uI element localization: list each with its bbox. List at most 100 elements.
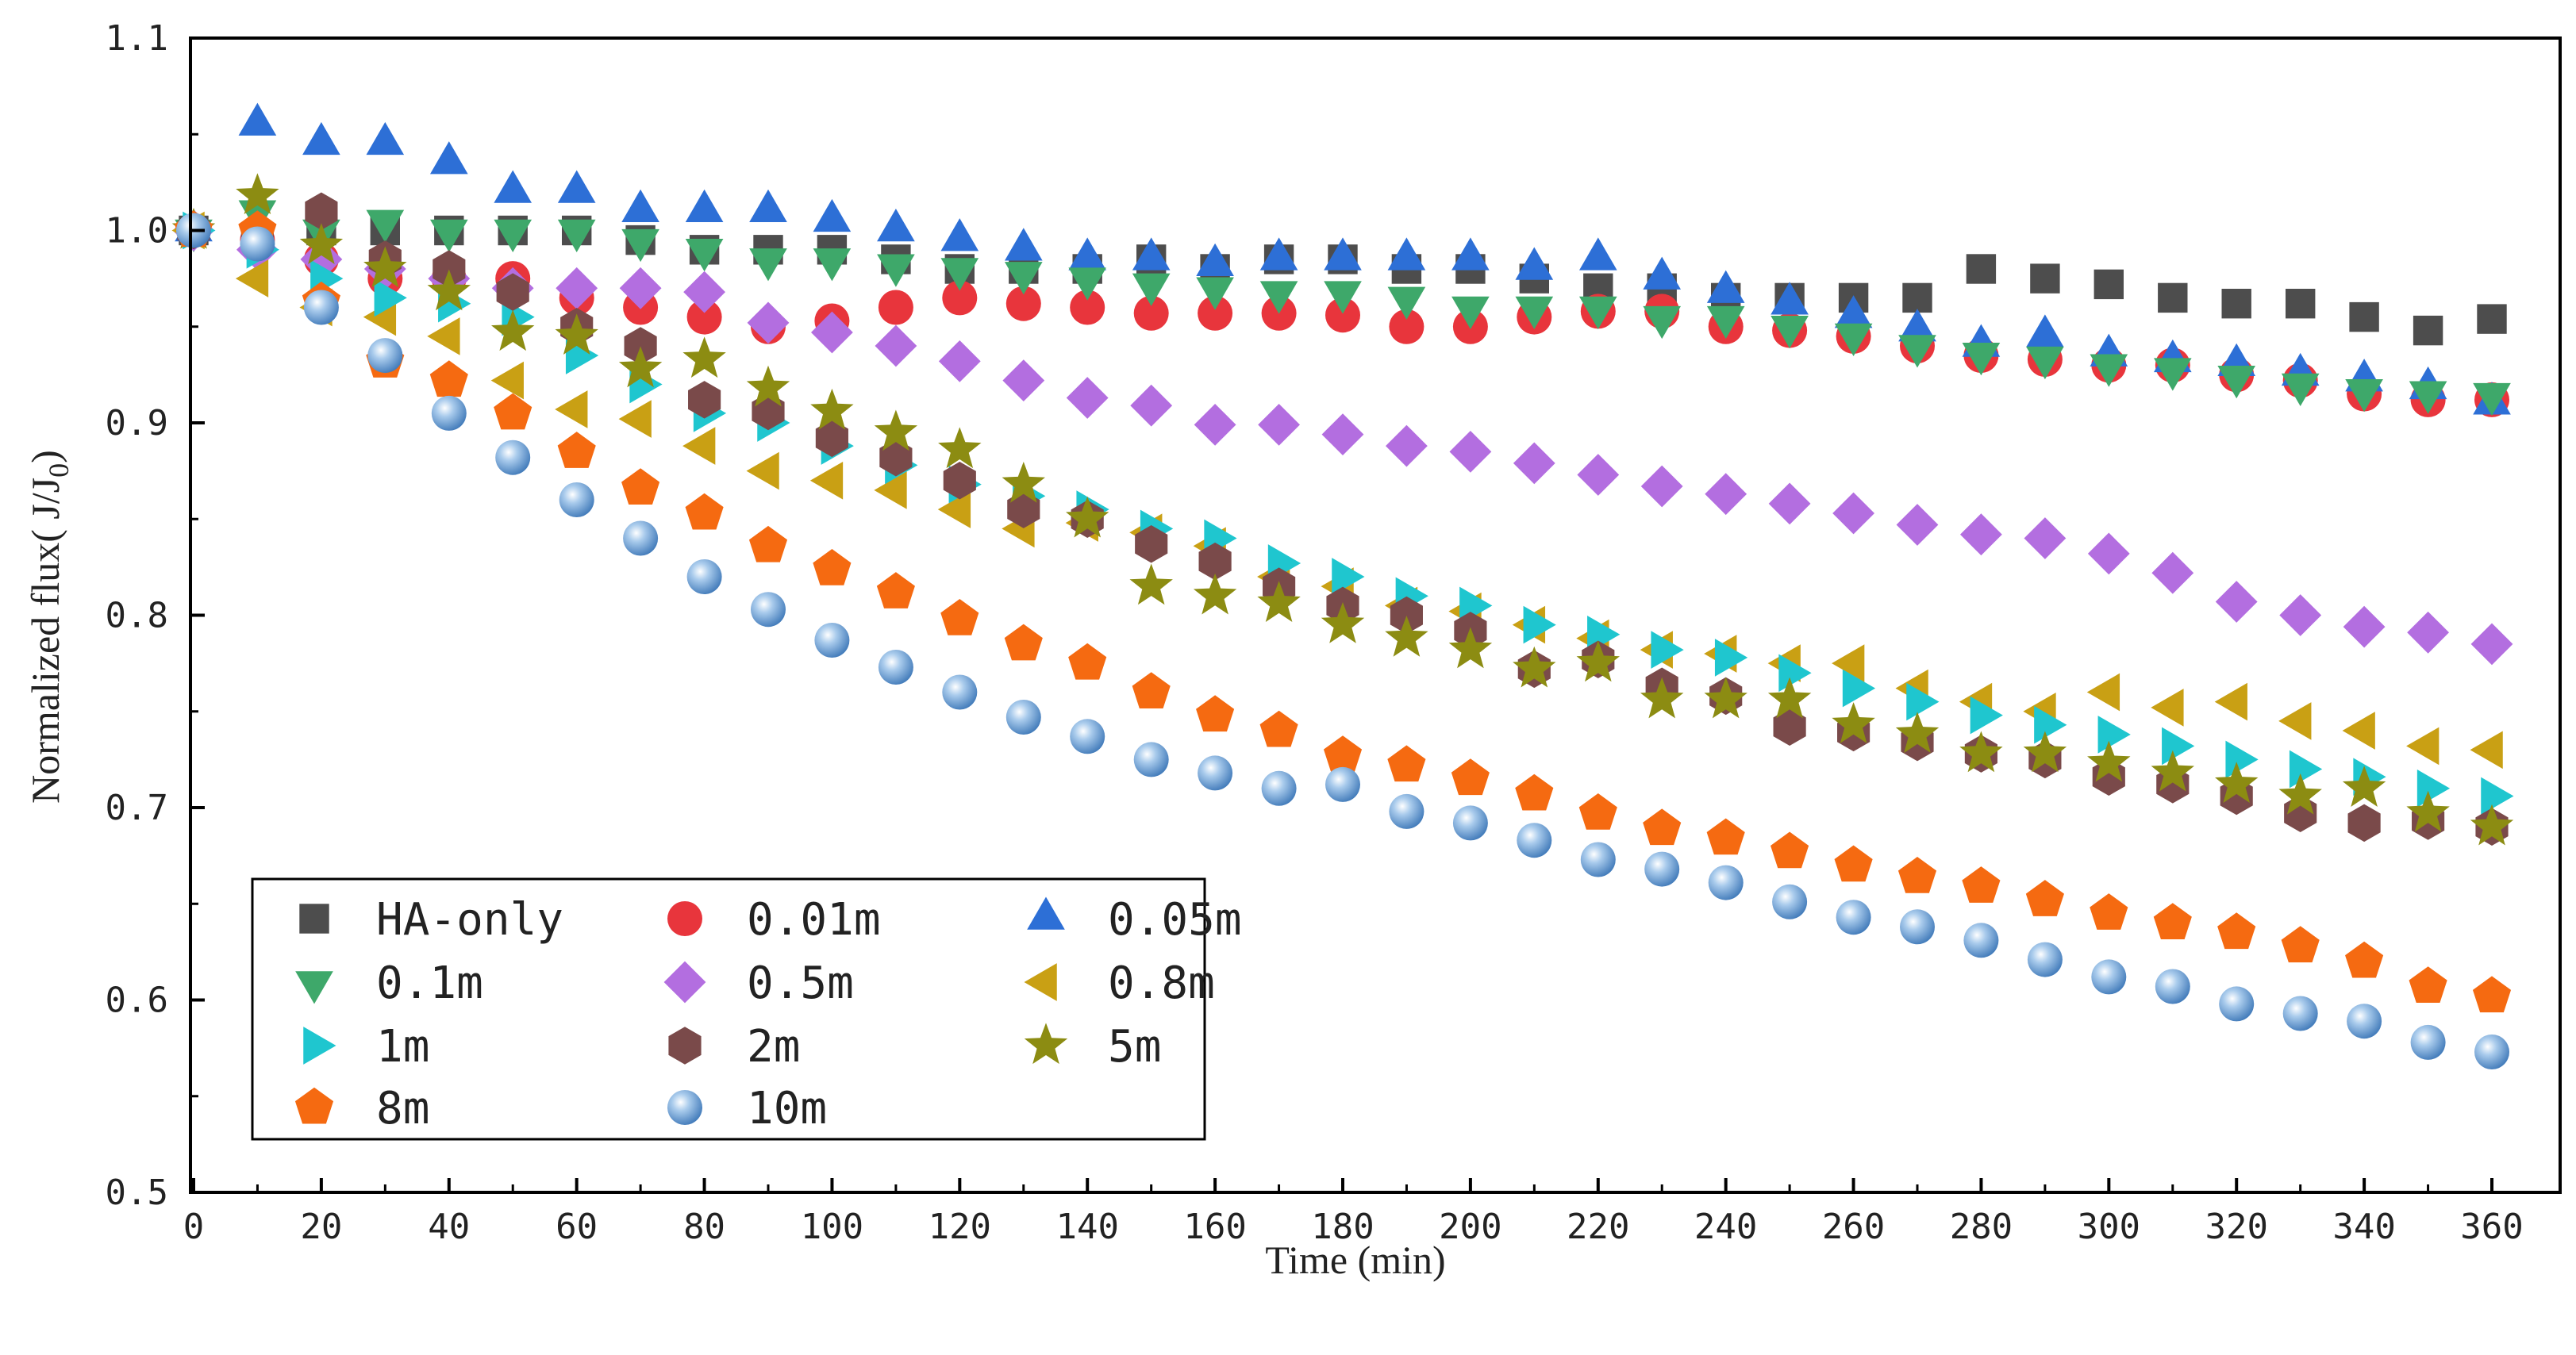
data-point bbox=[1515, 247, 1554, 280]
x-tick-label: 20 bbox=[300, 1207, 342, 1247]
data-point bbox=[1135, 525, 1168, 563]
data-point bbox=[1198, 295, 1233, 331]
x-tick-label: 0 bbox=[183, 1207, 205, 1247]
data-point bbox=[621, 189, 659, 223]
data-point bbox=[491, 309, 535, 351]
data-point bbox=[433, 250, 466, 288]
data-point bbox=[1898, 309, 1936, 342]
data-point bbox=[1515, 773, 1554, 811]
data-point bbox=[2410, 1024, 2446, 1060]
data-point bbox=[2151, 551, 2194, 594]
data-point bbox=[1706, 305, 1745, 340]
data-point bbox=[1644, 851, 1680, 887]
data-point bbox=[2151, 750, 2194, 792]
data-point bbox=[1970, 696, 2003, 735]
data-point bbox=[748, 525, 788, 562]
data-point bbox=[815, 419, 848, 458]
legend-item: 0.05m bbox=[1027, 894, 1242, 946]
x-tick-label: 80 bbox=[683, 1207, 725, 1247]
data-point bbox=[1004, 624, 1043, 661]
data-point bbox=[366, 209, 405, 243]
data-point bbox=[1706, 270, 1745, 303]
data-point bbox=[2215, 762, 2259, 804]
data-point bbox=[943, 462, 976, 500]
data-point bbox=[1832, 702, 1875, 743]
data-point bbox=[1196, 243, 1234, 276]
data-point bbox=[813, 198, 852, 232]
legend-label: 0.01m bbox=[747, 894, 881, 946]
data-point bbox=[2093, 269, 2124, 300]
data-point bbox=[1004, 228, 1043, 261]
data-point bbox=[2153, 358, 2192, 391]
data-point bbox=[1705, 473, 1747, 516]
data-point bbox=[1007, 490, 1040, 528]
y-axis-title: Normalized flux( J/J0) bbox=[23, 450, 75, 804]
x-tick-label: 220 bbox=[1567, 1207, 1629, 1247]
plot-area bbox=[171, 102, 2514, 1069]
data-point bbox=[1836, 900, 1871, 935]
data-point bbox=[2349, 301, 2379, 332]
data-point bbox=[1902, 282, 1932, 313]
data-point bbox=[1451, 237, 1490, 271]
legend-item: 5m bbox=[1024, 1021, 1161, 1073]
data-point bbox=[1834, 323, 1873, 356]
series-10m bbox=[176, 213, 2509, 1069]
data-point bbox=[2409, 381, 2447, 414]
data-point bbox=[2030, 263, 2060, 294]
data-point bbox=[1900, 909, 1935, 945]
data-point bbox=[1778, 654, 1812, 693]
data-point bbox=[2406, 727, 2440, 766]
data-point bbox=[1005, 700, 1041, 735]
data-point bbox=[1452, 805, 1488, 841]
data-point bbox=[1385, 616, 1428, 657]
data-point bbox=[1325, 766, 1360, 802]
data-point bbox=[1132, 237, 1171, 271]
axes: 0 20 40 60 80 100 120 140 160 180 200 220 240 260 280 3… bbox=[106, 18, 2562, 1247]
data-point bbox=[494, 219, 533, 252]
data-point bbox=[749, 248, 787, 282]
data-point bbox=[683, 271, 725, 313]
data-point bbox=[1068, 643, 1107, 680]
data-point bbox=[1198, 755, 1233, 791]
data-point bbox=[2087, 740, 2131, 782]
legend-label: 2m bbox=[747, 1021, 800, 1073]
data-point bbox=[1962, 866, 2001, 903]
data-point bbox=[1321, 602, 1365, 643]
data-point bbox=[942, 280, 978, 316]
legend: HA-only 0.01m 0.05m 0.1m 0.5m 0.8m 1m 2m 5m 8m 10m bbox=[251, 877, 1242, 1141]
data-point bbox=[555, 390, 588, 428]
x-tick-label: 100 bbox=[801, 1207, 863, 1247]
data-point bbox=[1640, 677, 1684, 719]
data-point bbox=[2219, 986, 2255, 1022]
data-point bbox=[427, 317, 460, 355]
data-point bbox=[1898, 335, 1936, 368]
data-point bbox=[1005, 286, 1041, 321]
data-point bbox=[1002, 462, 1045, 503]
data-point bbox=[2225, 740, 2259, 779]
legend-marker bbox=[663, 961, 706, 1004]
data-point bbox=[878, 650, 913, 685]
data-point bbox=[1196, 695, 1235, 732]
data-point bbox=[2345, 379, 2383, 413]
data-point bbox=[2347, 804, 2381, 843]
data-point bbox=[2416, 769, 2451, 808]
legend-item: 0.01m bbox=[667, 894, 881, 946]
legend-item: 1m bbox=[303, 1021, 429, 1073]
data-point bbox=[557, 170, 596, 203]
x-tick-label: 340 bbox=[2332, 1207, 2395, 1247]
data-point bbox=[2481, 777, 2514, 816]
data-point bbox=[1580, 842, 1616, 877]
data-point bbox=[235, 259, 269, 297]
data-point bbox=[557, 432, 596, 468]
legend-label: 0.5m bbox=[747, 958, 854, 1009]
data-point bbox=[2217, 912, 2256, 950]
data-point bbox=[1643, 305, 1682, 340]
data-point bbox=[559, 482, 594, 517]
data-point bbox=[2215, 581, 2258, 623]
data-point bbox=[685, 239, 724, 272]
data-point bbox=[2024, 517, 2067, 559]
data-point bbox=[2155, 969, 2190, 1004]
data-point bbox=[240, 226, 275, 262]
data-point bbox=[1513, 646, 1556, 688]
